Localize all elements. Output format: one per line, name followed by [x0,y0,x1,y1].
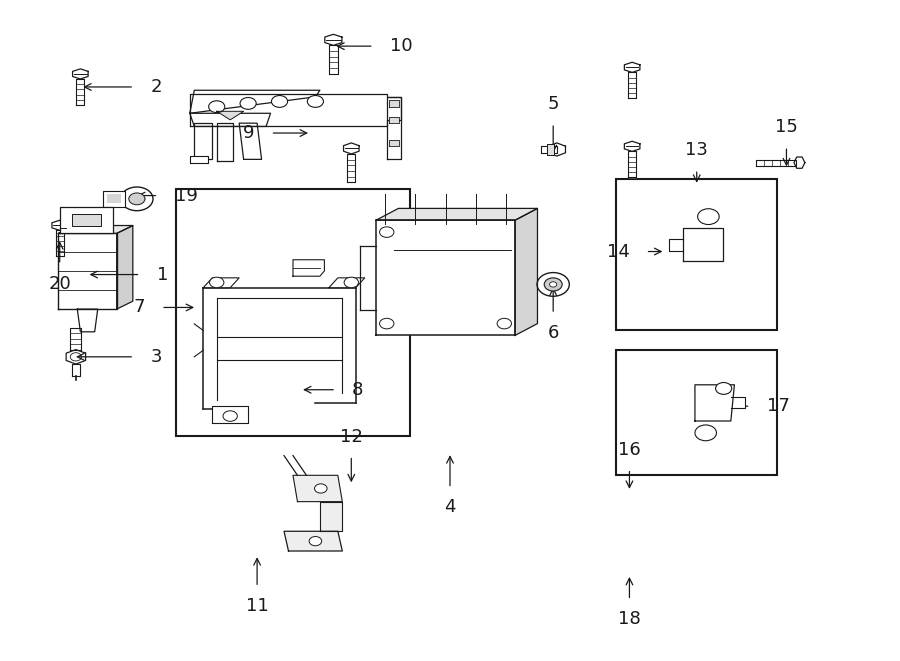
Text: 7: 7 [133,299,145,317]
Circle shape [121,187,153,211]
Text: 3: 3 [150,348,162,366]
Text: 10: 10 [390,37,412,55]
Bar [176,189,410,436]
Polygon shape [625,62,640,73]
Polygon shape [103,191,125,207]
Polygon shape [77,309,98,332]
Circle shape [223,410,238,421]
Bar [616,350,778,475]
Polygon shape [190,113,271,126]
Text: 12: 12 [340,428,363,446]
Polygon shape [76,79,85,105]
Polygon shape [376,220,515,335]
Polygon shape [325,34,342,46]
Polygon shape [328,46,338,74]
Circle shape [307,96,323,107]
Text: 18: 18 [618,610,641,628]
Polygon shape [217,123,233,161]
Text: 2: 2 [150,78,162,96]
Polygon shape [628,151,636,177]
Polygon shape [387,97,400,159]
Polygon shape [328,278,364,288]
Polygon shape [344,143,359,154]
Circle shape [380,319,394,329]
Polygon shape [190,94,400,126]
Polygon shape [389,139,399,146]
Polygon shape [669,239,683,251]
Circle shape [314,484,327,493]
Polygon shape [731,397,745,408]
Polygon shape [52,220,68,231]
Polygon shape [58,233,117,309]
Polygon shape [683,229,723,261]
Polygon shape [194,123,212,159]
Polygon shape [212,407,248,422]
Polygon shape [547,144,553,155]
Polygon shape [755,160,796,165]
Circle shape [380,227,394,237]
Text: 4: 4 [445,498,455,516]
Polygon shape [625,141,640,151]
Text: 8: 8 [352,381,364,399]
Circle shape [272,96,288,107]
Polygon shape [60,207,112,233]
Text: 20: 20 [49,274,71,293]
Polygon shape [293,260,324,276]
Polygon shape [56,231,64,256]
Text: 17: 17 [767,397,789,415]
Circle shape [698,209,719,225]
Circle shape [544,278,562,291]
Text: 5: 5 [547,95,559,113]
Polygon shape [548,143,565,156]
Polygon shape [628,73,636,98]
Polygon shape [73,69,88,79]
Circle shape [497,319,511,329]
Bar [616,179,778,330]
Text: 16: 16 [618,441,641,459]
Polygon shape [293,475,342,502]
Polygon shape [347,154,356,182]
Circle shape [695,425,716,441]
Polygon shape [190,156,208,163]
Polygon shape [217,111,244,120]
Polygon shape [695,385,734,421]
Polygon shape [515,208,537,335]
Circle shape [550,282,557,287]
Polygon shape [66,350,86,364]
Text: 15: 15 [775,118,798,136]
Polygon shape [70,328,82,350]
Text: 11: 11 [246,597,268,615]
Circle shape [240,97,256,109]
Polygon shape [794,157,805,169]
Polygon shape [284,531,342,551]
Text: 1: 1 [157,266,168,284]
Circle shape [716,383,732,395]
Text: 14: 14 [607,243,629,260]
Text: 19: 19 [175,186,197,204]
Circle shape [537,272,570,296]
Polygon shape [107,194,121,204]
Circle shape [210,277,224,288]
Polygon shape [389,116,399,123]
Polygon shape [389,100,399,106]
Text: 13: 13 [685,141,708,159]
Polygon shape [376,208,537,220]
Polygon shape [72,364,80,375]
Polygon shape [541,145,557,153]
Polygon shape [58,225,133,233]
Circle shape [209,100,225,112]
Text: 9: 9 [243,124,255,142]
Polygon shape [190,91,320,113]
Polygon shape [239,123,262,159]
Polygon shape [320,502,342,531]
Bar [72,214,101,226]
Polygon shape [203,278,239,288]
Circle shape [344,277,358,288]
Text: 6: 6 [547,324,559,342]
Circle shape [309,537,321,546]
Circle shape [129,193,145,205]
Polygon shape [117,225,133,309]
